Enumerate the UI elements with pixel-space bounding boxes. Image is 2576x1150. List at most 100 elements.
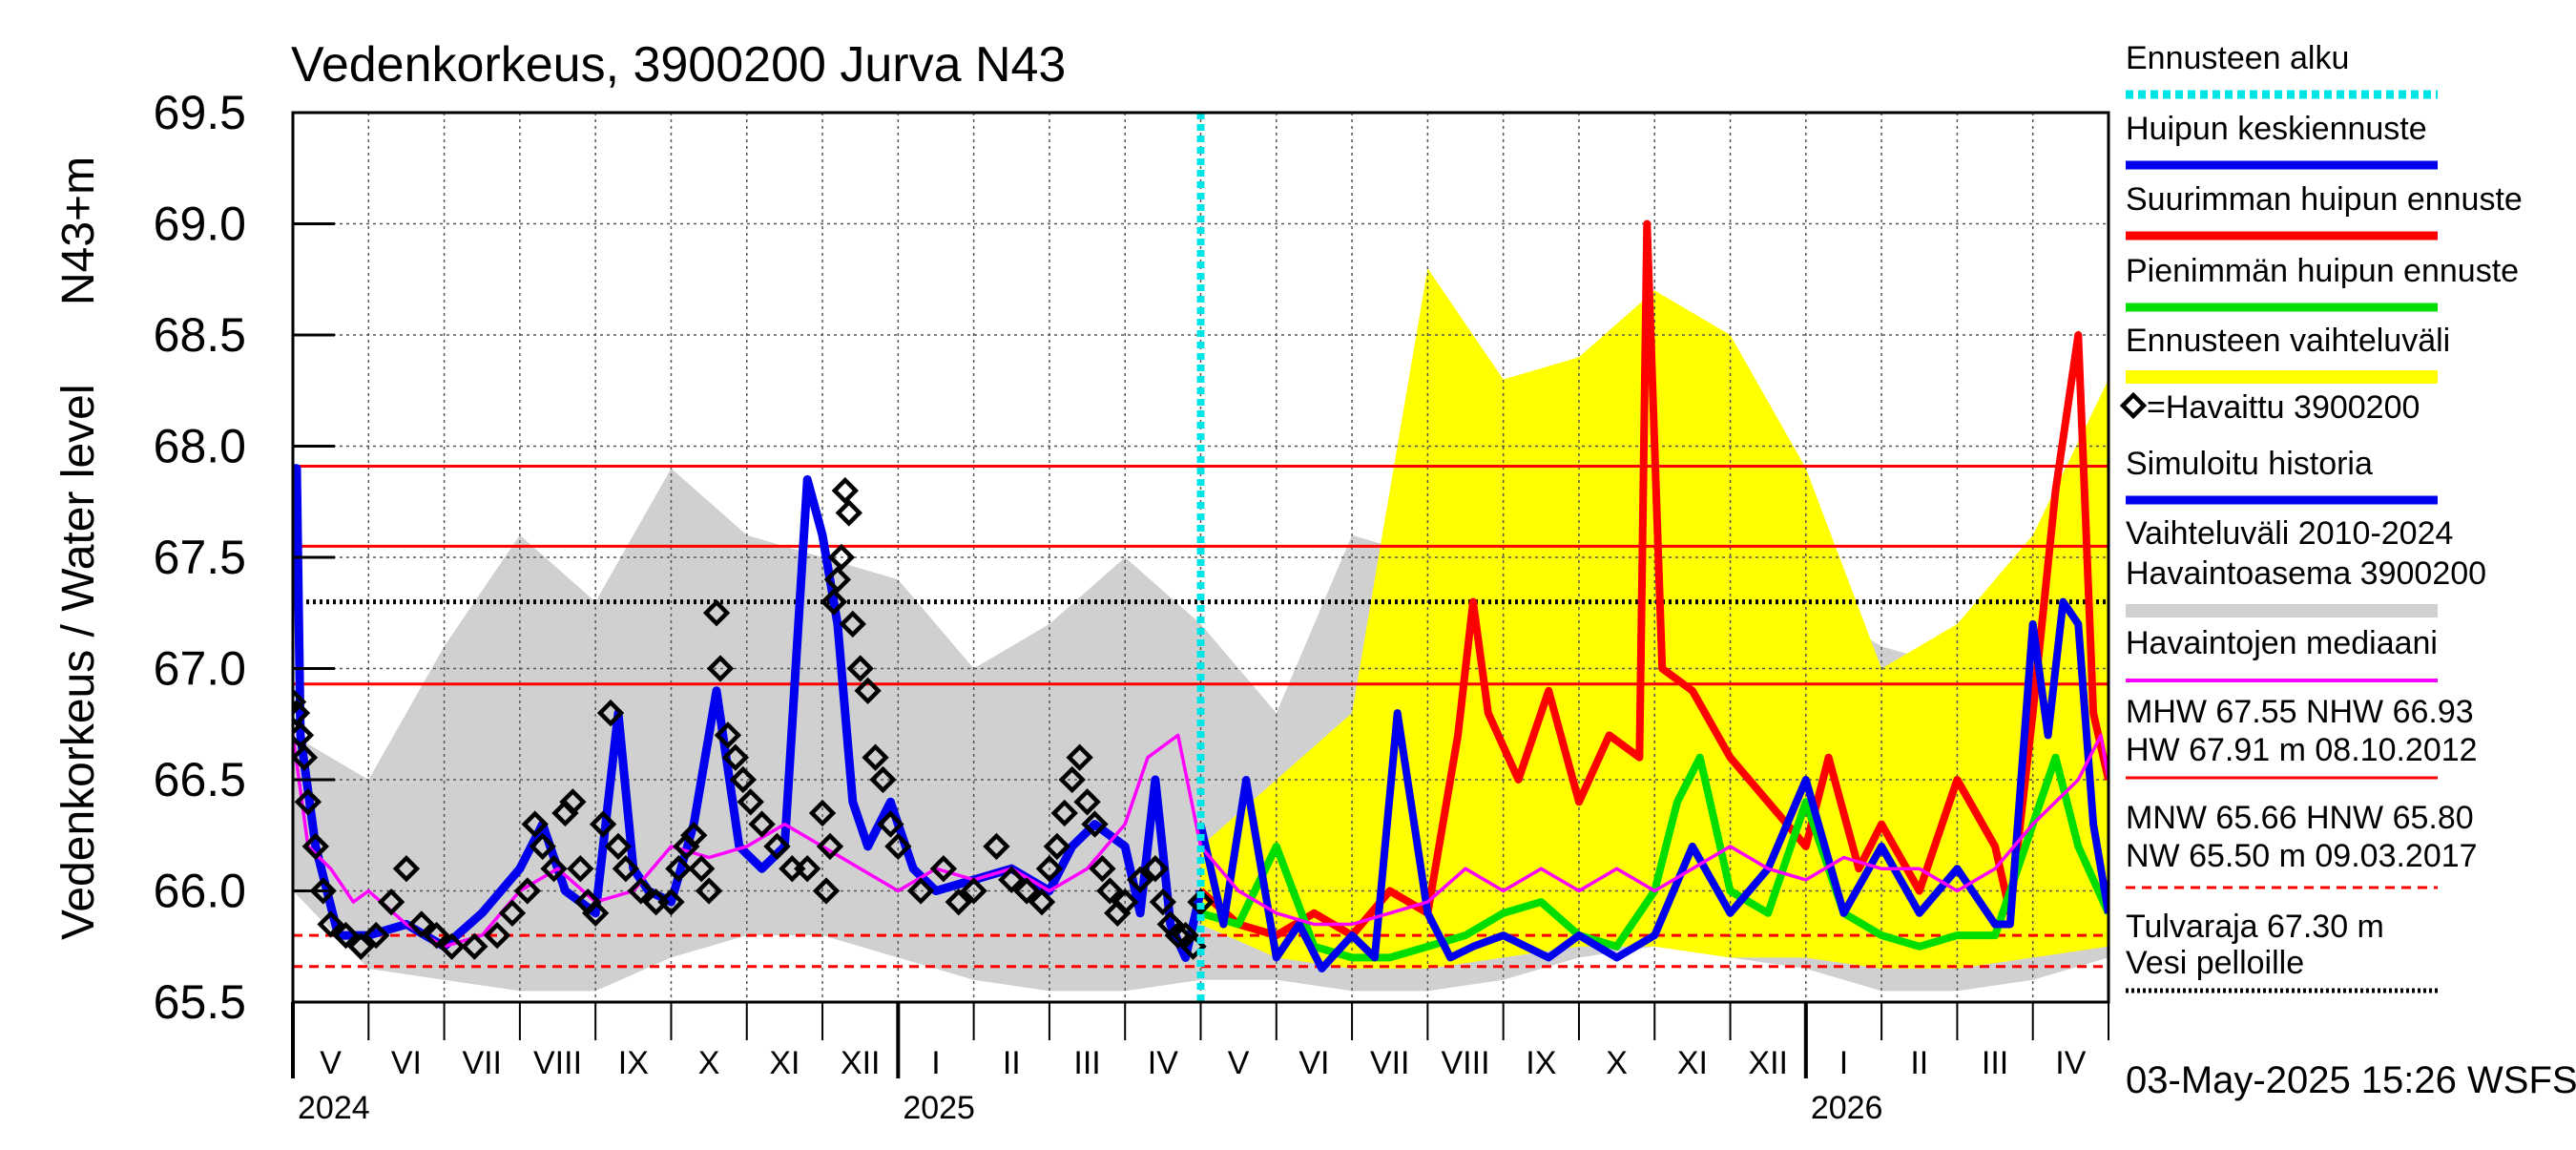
- observation-marker: [1028, 888, 1056, 916]
- observation-marker: [293, 688, 307, 716]
- observation-marker: [1012, 877, 1041, 905]
- y-tick-label: 66.5: [154, 753, 246, 806]
- observation-marker: [377, 888, 405, 916]
- legend-label: Havaintojen mediaani: [2126, 625, 2438, 661]
- stat-hw: HW 67.91 m 08.10.2012: [2126, 732, 2478, 768]
- stat-mhw-nhw: MHW 67.55 NHW 66.93: [2126, 694, 2474, 730]
- observation-marker: [877, 810, 904, 838]
- observation-marker: [581, 899, 610, 927]
- observation-marker: [438, 932, 466, 960]
- observation-marker: [461, 932, 488, 960]
- x-month-label: X: [1606, 1045, 1628, 1081]
- observation-marker: [1035, 855, 1064, 883]
- observation-marker: [1081, 810, 1109, 838]
- observation-marker: [820, 588, 848, 616]
- observation-marker: [1096, 877, 1124, 905]
- observation-marker: [831, 476, 860, 505]
- y-tick-label: 66.0: [154, 865, 246, 918]
- legend-label: Havaintoasema 3900200: [2126, 555, 2486, 592]
- y-tick-label: 69.0: [154, 198, 246, 251]
- observation-marker: [960, 877, 987, 905]
- x-month-label: V: [320, 1045, 342, 1081]
- x-month-label: IX: [618, 1045, 649, 1081]
- stat-nw: NW 65.50 m 09.03.2017: [2126, 838, 2478, 874]
- observation-marker: [998, 866, 1026, 894]
- observation-marker: [513, 877, 541, 905]
- observation-marker: [884, 832, 912, 861]
- observation-marker: [729, 765, 757, 794]
- observation-marker: [680, 822, 708, 849]
- x-month-label: VI: [391, 1045, 422, 1081]
- stat-vesi-pelloille: Vesi pelloille: [2126, 945, 2304, 981]
- observation-marker: [407, 910, 435, 938]
- x-month-label: I: [1839, 1045, 1848, 1081]
- observation-marker: [559, 788, 587, 816]
- observation-marker: [869, 765, 897, 794]
- x-month-label: I: [931, 1045, 940, 1081]
- observation-marker: [567, 855, 594, 883]
- observation-marker: [294, 788, 322, 816]
- observation-marker: [596, 699, 625, 727]
- observation-marker: [657, 888, 685, 916]
- observation-marker: [1050, 799, 1078, 827]
- forecast-range-band: [1200, 268, 2109, 970]
- x-month-label: II: [1910, 1045, 1928, 1081]
- y-axis-label-right: N43+m: [53, 157, 104, 305]
- y-tick-label: 67.0: [154, 642, 246, 696]
- x-month-label: III: [1073, 1045, 1100, 1081]
- legend-label: Ennusteen vaihteluväli: [2126, 323, 2450, 359]
- observation-marker: [540, 855, 568, 883]
- observation-marker: [1111, 888, 1139, 916]
- observation-marker: [737, 788, 764, 816]
- observation-marker: [521, 810, 549, 838]
- x-year-label: 2026: [1811, 1090, 1883, 1126]
- observation-marker: [309, 877, 337, 905]
- plot-area: 65.566.066.567.067.568.068.569.069.5V VI V…: [154, 86, 2110, 1126]
- observation-marker: [929, 855, 958, 883]
- observation-marker: [1164, 921, 1192, 950]
- observation-marker: [392, 855, 421, 883]
- observation-marker: [612, 855, 640, 883]
- y-tick-label: 68.0: [154, 420, 246, 473]
- legend-label: Suurimman huipun ennuste: [2126, 181, 2523, 218]
- observation-marker: [839, 610, 866, 638]
- x-month-label: V: [1228, 1045, 1250, 1081]
- observation-marker: [1089, 855, 1116, 883]
- chart-title: Vedenkorkeus, 3900200 Jurva N43: [291, 37, 1066, 93]
- x-year-label: 2024: [298, 1090, 370, 1126]
- observation-marker: [332, 921, 360, 950]
- observation-marker: [363, 921, 390, 950]
- observation-marker: [702, 599, 731, 627]
- observation-marker: [808, 799, 837, 827]
- observation-marker: [483, 921, 511, 950]
- observation-marker: [301, 832, 329, 861]
- series-line: [293, 733, 2109, 949]
- legend-label: Pienimmän huipun ennuste: [2126, 253, 2519, 289]
- observation-marker: [589, 810, 617, 838]
- x-month-label: XI: [769, 1045, 800, 1081]
- x-month-label: IV: [2055, 1045, 2086, 1081]
- observation-marker: [498, 899, 527, 927]
- observation-marker: [748, 810, 776, 838]
- observation-marker: [983, 832, 1010, 861]
- legend-label: Ennusteen alku: [2126, 40, 2349, 76]
- observation-marker: [1058, 765, 1086, 794]
- observation-marker: [317, 910, 344, 938]
- x-month-label: III: [1982, 1045, 2008, 1081]
- legend: Ennusteen alku Huipun keskiennuste Suurimm…: [2119, 40, 2523, 993]
- stat-mnw-hnw: MNW 65.66 HNW 65.80: [2126, 800, 2474, 836]
- observation-marker: [714, 721, 742, 749]
- observation-marker: [1126, 866, 1154, 894]
- observation-marker: [846, 655, 874, 682]
- x-year-label: 2025: [903, 1090, 975, 1126]
- observation-marker: [604, 832, 633, 861]
- observation-marker: [816, 832, 844, 861]
- x-month-label: IV: [1148, 1045, 1178, 1081]
- observation-marker: [823, 566, 852, 594]
- series-line: [1197, 220, 2109, 940]
- x-month-label: IX: [1526, 1045, 1556, 1081]
- series-line: [1196, 597, 2109, 972]
- legend-label: =Havaittu 3900200: [2147, 389, 2420, 426]
- observation-marker: [627, 877, 654, 905]
